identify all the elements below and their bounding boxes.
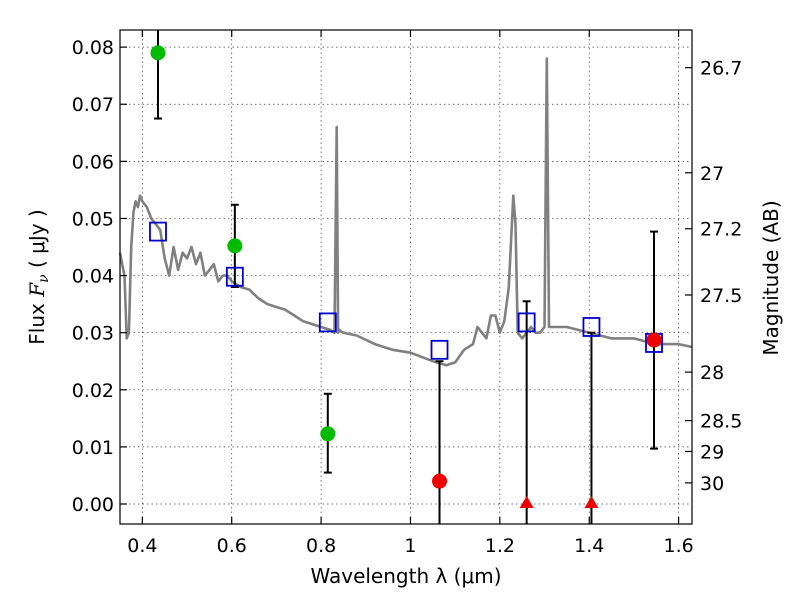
y-tick-label: 0.03 [72,323,114,345]
mag-tick-label: 27.5 [700,285,742,307]
y-tick-label: 0.04 [72,266,114,288]
mag-tick-label: 30 [700,473,724,495]
y-axis-label-symbol: F [25,282,49,298]
mag-tick-label: 26.7 [700,58,742,80]
errorbar-layer [153,30,659,524]
upper-limit-triangle [519,496,534,509]
mag-tick-label: 28 [700,362,724,384]
y-tick-label: 0.06 [72,151,114,173]
marker-layer [149,45,663,509]
x-tick-label: 1.4 [574,535,604,557]
y-axis-label-prefix: Flux [25,297,49,345]
model-square-marker [225,266,244,287]
data-point [320,426,336,442]
mag-tick-label: 27.2 [700,219,742,241]
x-tick-label: 1 [404,535,416,557]
upper-limit-triangle [584,496,599,509]
x-tick-label: 1.2 [485,535,515,557]
y-tick-label: 0.00 [72,494,114,516]
y-axis-label-subscript: ν [36,274,52,283]
model-square-marker [149,221,167,242]
data-point [150,45,166,61]
mag-tick-label: 28.5 [700,411,742,433]
y-tick-label: 0.07 [72,94,114,116]
y-tick-label: 0.02 [72,380,114,402]
grid-layer [120,30,692,524]
model-square-marker [430,339,449,360]
x-tick-label: 0.8 [306,535,336,557]
tick-layer: 0.4 0.6 0.8 1 1.2 1.4 1.6 0.00 0.01 0.02 0.03 0.04 0… [72,30,742,557]
y-tick-label: 0.05 [72,208,114,230]
y-tick-label: 0.08 [72,37,114,59]
y-axis-label: Flux Fν ( μJy ) [25,209,52,344]
mag-tick-label: 27 [700,163,724,185]
x-axis-label: Wavelength λ (μm) [310,564,501,588]
y-axis-label-unit: ( μJy ) [25,209,49,274]
right-axis-label: Magnitude (AB) [759,200,783,355]
model-square-marker [517,312,536,333]
y-tick-label: 0.01 [72,437,114,459]
plot-frame [119,29,693,525]
x-tick-label: 0.4 [127,535,157,557]
x-tick-label: 1.6 [663,535,693,557]
data-point [227,238,243,254]
model-square-marker [582,317,601,337]
data-point [432,473,448,489]
model-square-marker [318,312,337,333]
data-point [646,332,662,348]
mag-tick-label: 29 [700,441,724,463]
x-tick-label: 0.6 [217,535,247,557]
